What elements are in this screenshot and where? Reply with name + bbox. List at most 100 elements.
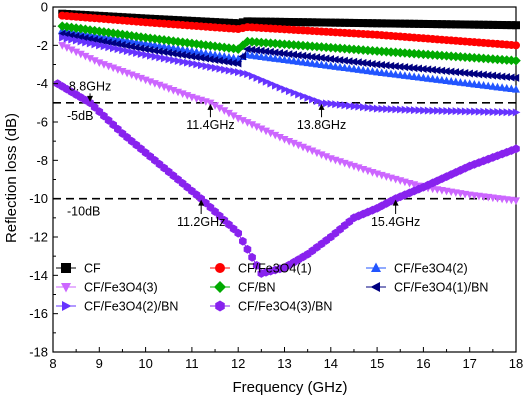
data-point [145, 45, 154, 54]
y-axis-title: Reflection loss (dB) [3, 113, 20, 243]
data-point [271, 17, 280, 26]
legend-label: CF [84, 262, 101, 276]
data-point [126, 30, 137, 41]
data-point [221, 65, 229, 74]
data-point [414, 64, 422, 73]
data-point [381, 46, 392, 57]
data-point [498, 21, 507, 30]
data-point [267, 79, 276, 88]
data-point [77, 37, 86, 46]
data-point [262, 77, 271, 86]
data-point [219, 57, 228, 66]
legend-label: CF/Fe3O4(1) [238, 262, 312, 276]
series-cf-fe3o4-1-bn [57, 29, 520, 82]
data-point [63, 34, 72, 43]
data-point [289, 18, 298, 27]
data-point [229, 19, 238, 28]
data-point [322, 153, 331, 161]
data-point [318, 98, 326, 107]
data-point [386, 47, 396, 57]
data-point [326, 42, 336, 53]
data-point [446, 67, 455, 76]
data-point [141, 45, 149, 54]
data-point [270, 38, 281, 49]
data-point [238, 117, 247, 125]
data-point [469, 69, 478, 78]
data-point [512, 197, 520, 205]
data-point [386, 61, 395, 70]
data-point [206, 99, 215, 108]
data-point [90, 57, 99, 65]
data-point [284, 50, 293, 59]
data-point [239, 69, 248, 78]
data-point [401, 105, 410, 114]
legend-item: CF/Fe3O4(2) [366, 262, 468, 276]
data-point [349, 57, 358, 66]
data-point [131, 43, 140, 52]
data-point [206, 17, 215, 26]
data-point [331, 55, 339, 64]
data-point [409, 64, 418, 73]
data-point [441, 51, 452, 61]
data-point [224, 58, 233, 67]
series-cf-fe3o4-1- [58, 11, 520, 50]
data-point [252, 123, 261, 131]
data-point [511, 73, 520, 82]
data-point [182, 51, 191, 60]
y-tick-label: -6 [36, 115, 48, 130]
series-cf-fe3o4-2-bn [59, 33, 521, 117]
data-point [285, 137, 294, 146]
data-point [456, 68, 464, 77]
data-point [280, 49, 288, 58]
data-point [242, 36, 253, 47]
data-point [340, 18, 349, 27]
data-point [81, 34, 89, 43]
data-point [336, 100, 345, 109]
data-point [224, 18, 233, 27]
data-point [177, 37, 188, 48]
data-point [299, 18, 308, 27]
data-point [182, 38, 193, 48]
data-point [289, 50, 297, 59]
data-point [344, 57, 353, 66]
data-point [215, 56, 223, 65]
data-point [145, 33, 156, 44]
data-point [104, 38, 112, 47]
data-point [442, 67, 450, 76]
x-tick-label: 11 [185, 356, 199, 371]
y-tick-label: -18 [29, 345, 48, 360]
data-point [345, 18, 354, 27]
data-point [257, 17, 266, 26]
data-point [344, 44, 355, 54]
data-point [71, 32, 80, 41]
data-point [290, 88, 299, 97]
data-point [460, 52, 470, 62]
data-point [82, 38, 90, 47]
data-point [396, 19, 405, 28]
data-point [501, 55, 512, 65]
frequency-annotation: 11.4GHz [186, 118, 234, 132]
data-point [294, 18, 303, 27]
x-tick-label: 16 [416, 356, 430, 371]
data-point [358, 45, 369, 55]
data-point [405, 63, 413, 72]
data-point [339, 43, 350, 54]
data-point [90, 35, 98, 44]
data-point [193, 60, 201, 69]
data-point [229, 112, 238, 121]
data-point [350, 102, 359, 111]
data-point [354, 58, 362, 67]
data-point [443, 106, 451, 115]
data-point [159, 48, 168, 57]
data-point [373, 104, 382, 113]
data-point [424, 106, 433, 115]
legend-item: CF/Fe3O4(1)/BN [366, 281, 488, 295]
data-point [395, 62, 404, 71]
data-point [178, 16, 187, 25]
legend-label: CF/Fe3O4(1)/BN [394, 281, 488, 295]
annotation-arrowhead [318, 103, 325, 110]
data-point [178, 50, 186, 59]
data-point [392, 105, 401, 114]
data-point [201, 54, 209, 63]
data-point [442, 20, 451, 29]
